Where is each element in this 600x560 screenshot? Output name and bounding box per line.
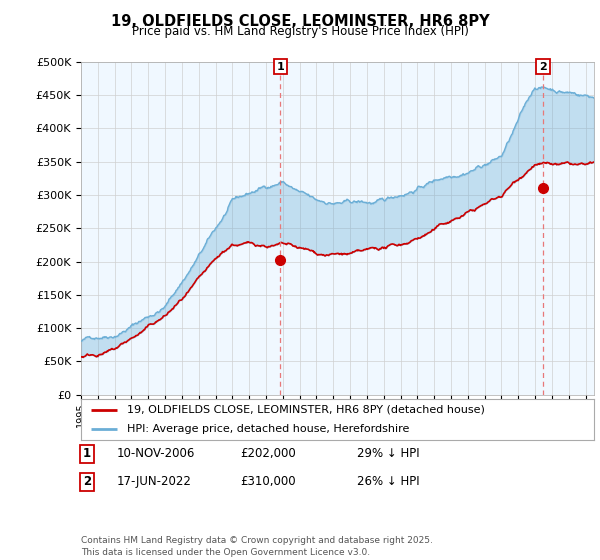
Text: 2: 2 [539, 62, 547, 72]
Text: Price paid vs. HM Land Registry's House Price Index (HPI): Price paid vs. HM Land Registry's House … [131, 25, 469, 38]
Text: 17-JUN-2022: 17-JUN-2022 [117, 475, 192, 488]
Text: 19, OLDFIELDS CLOSE, LEOMINSTER, HR6 8PY (detached house): 19, OLDFIELDS CLOSE, LEOMINSTER, HR6 8PY… [127, 405, 485, 415]
Text: 19, OLDFIELDS CLOSE, LEOMINSTER, HR6 8PY: 19, OLDFIELDS CLOSE, LEOMINSTER, HR6 8PY [110, 14, 490, 29]
Text: 29% ↓ HPI: 29% ↓ HPI [357, 447, 419, 460]
Text: £202,000: £202,000 [240, 447, 296, 460]
Text: 26% ↓ HPI: 26% ↓ HPI [357, 475, 419, 488]
Text: 2: 2 [83, 475, 91, 488]
Text: 1: 1 [83, 447, 91, 460]
Text: 1: 1 [277, 62, 284, 72]
Text: Contains HM Land Registry data © Crown copyright and database right 2025.
This d: Contains HM Land Registry data © Crown c… [81, 536, 433, 557]
Text: HPI: Average price, detached house, Herefordshire: HPI: Average price, detached house, Here… [127, 423, 410, 433]
Text: 10-NOV-2006: 10-NOV-2006 [117, 447, 196, 460]
Text: £310,000: £310,000 [240, 475, 296, 488]
